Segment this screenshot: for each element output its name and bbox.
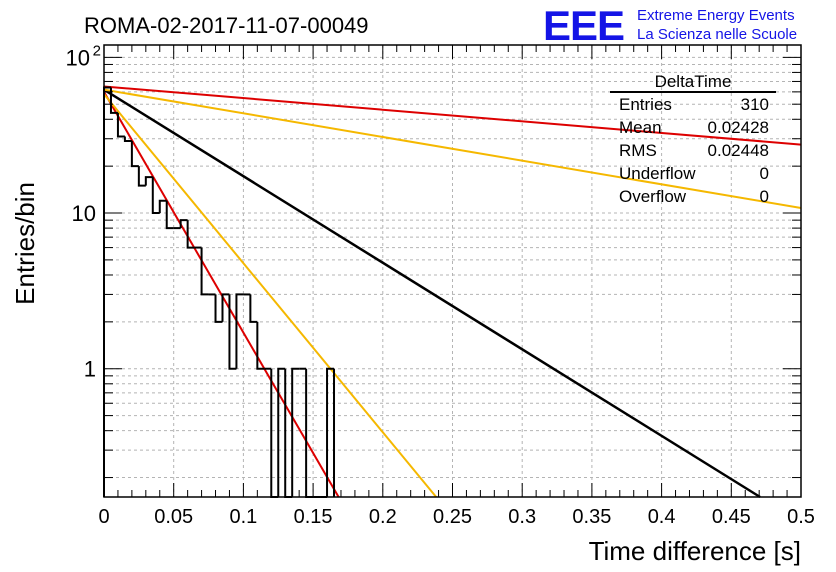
fit-line	[103, 91, 340, 498]
x-tick-label: 0.45	[712, 506, 751, 528]
stats-box-title: DeltaTime	[655, 72, 732, 91]
x-tick-label: 0.3	[508, 506, 536, 528]
histogram-bin	[256, 321, 265, 370]
x-tick-label: 0.05	[154, 506, 193, 528]
stats-row-label: Overflow	[619, 187, 687, 206]
histogram-bin	[137, 166, 146, 187]
fit-line	[103, 85, 802, 146]
fit-line	[103, 88, 802, 209]
grid-lines	[104, 45, 801, 497]
histogram-bin	[130, 141, 139, 168]
x-tick-label: 0	[98, 506, 109, 528]
x-tick-label: 0.25	[433, 506, 472, 528]
x-tick-label: 0.1	[229, 506, 257, 528]
histogram-bin	[186, 220, 195, 249]
histogram-bin	[179, 219, 188, 229]
stats-row-value: 0	[760, 164, 769, 183]
fit-line	[103, 93, 437, 498]
stats-row-label: Mean	[619, 118, 662, 137]
stats-row-label: Underflow	[619, 164, 696, 183]
eee-logo: EEE Extreme Energy Events La Scienza nel…	[543, 2, 797, 49]
histogram-bin	[277, 367, 286, 497]
histogram-bin	[165, 200, 174, 230]
tick-labels: 0 0.05 0.1 0.15 0.2 0.25 0.3 0.35 0.4 0.45 0.5 1 10 1…	[66, 42, 815, 528]
histogram-bin	[214, 294, 223, 323]
histogram-bin	[151, 177, 160, 215]
histogram-bin	[123, 136, 132, 143]
histogram-bin	[235, 293, 244, 369]
stats-row-label: Entries	[619, 95, 672, 114]
histogram-bin	[144, 176, 153, 186]
fit-line	[103, 88, 761, 499]
eee-logo-line1: Extreme Energy Events	[637, 7, 795, 24]
histogram-bin	[221, 293, 230, 322]
y-tick-label: 10	[66, 45, 90, 70]
y-axis-label: Entries/bin	[10, 182, 40, 305]
y-tick-label: 10	[72, 201, 96, 226]
stats-row-value: 310	[741, 95, 769, 114]
stats-row-value: 0.02428	[708, 118, 769, 137]
x-tick-label: 0.5	[787, 506, 815, 528]
histogram-bin	[228, 294, 237, 370]
histogram-bin	[109, 87, 118, 114]
histogram-bin	[116, 112, 125, 138]
run-title: ROMA-02-2017-11-07-00049	[84, 13, 369, 38]
stats-row-value: 0.02448	[708, 141, 769, 160]
y-tick-label: 1	[84, 357, 96, 382]
histogram-bin	[326, 367, 335, 497]
stats-box: DeltaTime Entries 310 Mean 0.02428 RMS 0…	[610, 72, 776, 206]
x-axis-label: Time difference [s]	[589, 536, 801, 566]
eee-logo-mark: EEE	[543, 2, 624, 49]
x-tick-label: 0.15	[294, 506, 333, 528]
histogram-bin	[291, 367, 300, 497]
y-tick-exponent: 2	[93, 42, 101, 59]
histogram-bin	[200, 247, 209, 296]
stats-row-label: RMS	[619, 141, 657, 160]
x-tick-label: 0.2	[369, 506, 397, 528]
histogram-bin	[249, 294, 258, 323]
x-tick-label: 0.4	[648, 506, 676, 528]
histogram-bin	[158, 199, 167, 214]
axes	[103, 44, 802, 498]
stats-row-value: 0	[760, 187, 769, 206]
fit-lines	[103, 85, 802, 499]
eee-logo-line2: La Scienza nelle Scuole	[637, 26, 797, 43]
x-tick-label: 0.35	[572, 506, 611, 528]
